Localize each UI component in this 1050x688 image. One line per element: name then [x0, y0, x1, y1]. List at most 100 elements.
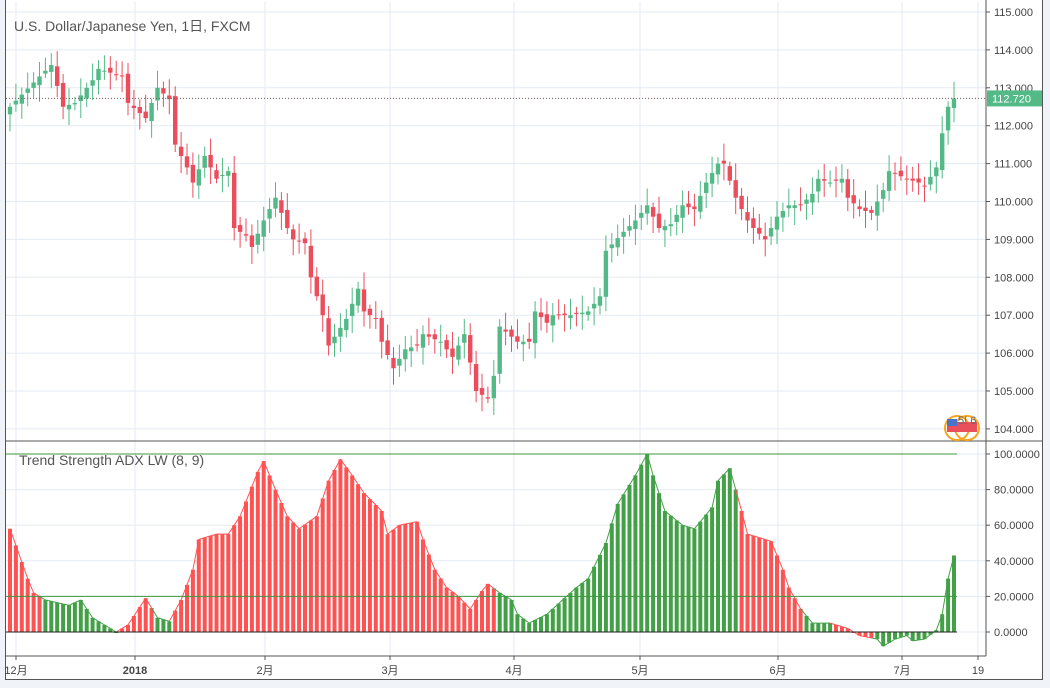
adx-line-segment [74, 599, 82, 604]
adx-line-segment [859, 635, 866, 638]
adx-bar [651, 475, 656, 632]
adx-indicator-title[interactable]: Trend Strength ADX LW (8, 9) [19, 452, 205, 468]
candle-body [155, 87, 160, 101]
candle-up [662, 219, 668, 248]
adx-line-segment [664, 510, 672, 517]
candle-down [857, 199, 862, 217]
candle-up [43, 57, 48, 79]
adx-bar [397, 525, 402, 632]
candle-body [527, 338, 532, 342]
adx-bar [497, 592, 502, 632]
adx-bar [898, 632, 903, 638]
adx-bar [845, 628, 850, 632]
adx-bar [468, 608, 473, 632]
candle-body [851, 195, 856, 204]
candle-down [173, 86, 178, 152]
adx-bar [120, 628, 125, 632]
candle-body [184, 156, 190, 168]
adx-bar [356, 484, 361, 632]
adx-line-segment [552, 603, 560, 610]
candle-body [639, 212, 644, 218]
adx-line-segment [729, 468, 737, 490]
adx-line-segment [33, 592, 40, 597]
candle-body [662, 226, 668, 231]
adx-line-segment [581, 578, 589, 584]
last-price-badge [987, 90, 1042, 107]
candle-body [739, 195, 744, 210]
adx-line-segment [133, 606, 141, 617]
candle-up [196, 154, 201, 199]
adx-bar [550, 608, 555, 632]
candle-up [226, 166, 231, 188]
candle-body [367, 308, 373, 316]
adx-bar [721, 474, 726, 632]
candle-up [49, 53, 54, 89]
adx-line-segment [759, 537, 766, 540]
adx-line-segment [782, 569, 790, 588]
adx-bar [326, 480, 331, 632]
candle-body [686, 203, 691, 208]
adx-bar [190, 569, 195, 632]
candle-body [574, 312, 579, 314]
adx-line-segment [570, 587, 577, 594]
candle-body [350, 303, 355, 316]
candle-body [633, 220, 638, 230]
candle-body [72, 102, 78, 105]
adx-line-segment [770, 541, 778, 556]
adx-bar [362, 493, 366, 632]
adx-bar [367, 499, 372, 632]
candle-down [863, 190, 868, 229]
adx-line-segment [416, 521, 424, 540]
candle-down [391, 347, 396, 385]
adx-bar [745, 534, 750, 632]
adx-bar [149, 607, 154, 632]
candle-body [60, 82, 66, 107]
adx-bar [592, 566, 597, 632]
candle-body [556, 314, 561, 316]
adx-tick-label: 60.0000 [994, 520, 1034, 532]
candle-up [627, 215, 632, 237]
adx-line-segment [245, 486, 253, 502]
adx-bar [474, 599, 479, 632]
us-flag-canton [947, 419, 957, 426]
candle-body [190, 164, 196, 183]
price-tick-label: 107.000 [994, 310, 1034, 322]
adx-bar [869, 632, 874, 638]
x-tick-label: 12月 [4, 665, 27, 677]
candle-body [296, 240, 302, 242]
candle-body [757, 227, 762, 234]
adx-line-segment [853, 631, 860, 636]
candle-body [892, 172, 898, 174]
candle-body [692, 206, 697, 210]
adx-bar [202, 537, 207, 632]
adx-line-segment [935, 614, 943, 631]
candle-up [591, 287, 597, 326]
adx-bar [822, 623, 827, 632]
adx-line-segment [906, 635, 914, 642]
price-tick-label: 105.000 [994, 386, 1034, 398]
candle-up [715, 157, 721, 185]
candle-down [763, 222, 768, 257]
candle-body [698, 195, 703, 212]
candle-down [444, 334, 449, 359]
candle-body [285, 209, 290, 229]
candle-down [184, 143, 190, 175]
candle-up [255, 219, 260, 254]
adx-line-segment [493, 587, 501, 594]
candle-down [562, 304, 567, 332]
candle-down [108, 56, 113, 90]
candle-body [940, 133, 945, 170]
adx-bar [72, 602, 77, 632]
adx-line-segment [21, 561, 29, 579]
adx-bar [226, 534, 231, 632]
candle-body [267, 209, 272, 219]
adx-bar [238, 516, 243, 632]
adx-bar [952, 555, 956, 632]
adx-line-segment [434, 569, 442, 579]
adx-bar [816, 623, 821, 632]
adx-line-segment [263, 460, 271, 476]
candle-body [273, 197, 278, 209]
adx-line-segment [599, 542, 607, 556]
candle-down [208, 138, 213, 185]
